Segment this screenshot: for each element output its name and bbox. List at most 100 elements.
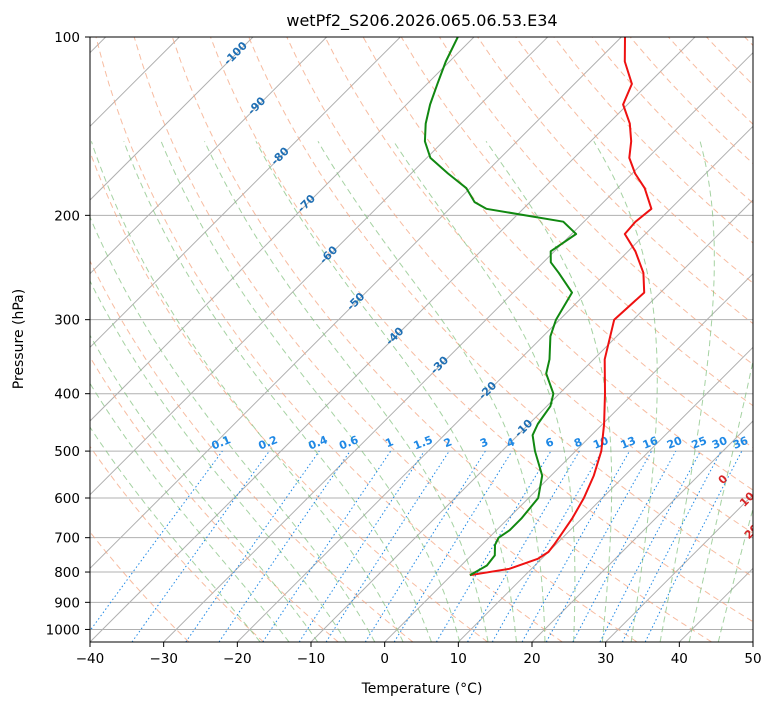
mixing-ratio-label: 13 — [619, 434, 638, 452]
isotherm-line — [385, 37, 775, 642]
mixing-ratio-label: 1.5 — [412, 433, 435, 452]
mixing-ratio-line — [299, 451, 424, 642]
y-tick-label: 1000 — [46, 622, 80, 638]
x-axis: −40 −30 −20 −10 0 10 20 30 40 50 — [76, 642, 762, 667]
dry-adiabat-label: -30 — [428, 353, 451, 376]
isotherm-line — [16, 37, 621, 642]
dry-adiabat-line — [96, 37, 562, 642]
dry-adiabat-line — [745, 37, 775, 642]
isotherm-line — [237, 37, 775, 642]
temperature-line — [470, 37, 652, 575]
isotherm-line — [164, 37, 769, 642]
y-axis-title: Pressure (hPa) — [11, 289, 27, 389]
y-tick-label: 200 — [54, 208, 80, 224]
dry-adiabat-label: -60 — [317, 243, 340, 266]
x-tick-label: −20 — [223, 651, 252, 667]
dry-adiabat-line — [58, 37, 488, 642]
dry-adiabat-label: -100 — [221, 39, 250, 68]
dry-adiabat-label: -80 — [269, 144, 292, 167]
dry-adiabat-label: -50 — [344, 290, 367, 313]
dry-adiabat-label: -90 — [245, 94, 268, 117]
y-tick-label: 900 — [54, 595, 80, 611]
y-tick-label: 700 — [54, 531, 80, 547]
dry-adiabat-label: -40 — [383, 324, 406, 347]
x-tick-label: 10 — [450, 651, 467, 667]
moist-adiabat-label: 30 — [751, 557, 771, 577]
y-axis: 1000 900 800 700 600 500 400 300 200 100 — [46, 30, 90, 638]
mixing-ratio-line — [573, 451, 676, 642]
mixing-ratio-label: 0.2 — [257, 433, 280, 452]
x-tick-label: 20 — [523, 651, 540, 667]
dry-adiabat-line — [0, 37, 264, 642]
moist-adiabat-line — [0, 141, 289, 642]
moist-adiabat-line — [318, 141, 545, 642]
mixing-ratio-line — [600, 451, 701, 642]
mixing-ratio-line — [219, 451, 350, 642]
moist-adiabat-line — [594, 141, 658, 642]
moist-adiabat-label: 20 — [742, 521, 762, 541]
moist-adiabat-line — [91, 141, 403, 642]
mixing-ratio-line — [263, 451, 391, 642]
mixing-ratio-label: 8 — [572, 435, 584, 450]
moist-adiabat-line — [718, 141, 775, 642]
dry-adiabat-label: -70 — [295, 192, 318, 215]
x-tick-label: −30 — [149, 651, 178, 667]
y-tick-label: 300 — [54, 313, 80, 329]
mixing-ratio-label: 0.1 — [210, 433, 233, 452]
dry-adiabat-line — [0, 37, 338, 642]
isotherm-line — [532, 37, 775, 642]
dry-adiabat-line — [0, 37, 189, 642]
moist-adiabat-line — [124, 141, 432, 642]
isotherm-line — [753, 37, 775, 642]
moist-adiabat-label: 40 — [759, 585, 775, 605]
isotherm-line — [679, 37, 775, 642]
dewpoint-line — [425, 37, 576, 575]
chart-title: wetPf2_S206.2026.065.06.53.E34 — [286, 11, 557, 31]
x-tick-label: 50 — [744, 651, 761, 667]
dry-adiabat-label: -20 — [476, 379, 499, 402]
x-tick-label: 40 — [671, 651, 688, 667]
mixing-ratio-label: 16 — [641, 434, 660, 452]
isotherm-line — [0, 37, 400, 642]
x-tick-label: 0 — [380, 651, 389, 667]
mixing-ratio-line — [326, 451, 449, 642]
y-tick-label: 500 — [54, 444, 80, 460]
isotherm-line — [0, 37, 327, 642]
isotherm-line — [0, 37, 474, 642]
isotherm-line — [0, 37, 253, 642]
moist-adiabat-line — [63, 141, 375, 642]
moist-adiabat-line — [205, 141, 489, 642]
mixing-ratio-line — [436, 451, 551, 642]
y-tick-label: 400 — [54, 387, 80, 403]
y-tick-label: 100 — [54, 30, 80, 46]
mixing-ratio-label: 36 — [731, 434, 750, 452]
x-axis-title: Temperature (°C) — [361, 681, 483, 697]
mixing-ratio-label: 20 — [665, 434, 684, 452]
mixing-ratio-label: 6 — [544, 435, 556, 450]
dry-adiabat-line — [478, 37, 775, 642]
moist-adiabat-label: 0 — [716, 472, 731, 487]
mixing-ratio-label: 3 — [478, 435, 490, 450]
dry-adiabat-line — [592, 37, 775, 642]
dry-adiabat-line — [707, 37, 775, 642]
mixing-ratio-label: 1 — [383, 435, 395, 450]
x-tick-label: −40 — [76, 651, 105, 667]
x-tick-label: −10 — [297, 651, 326, 667]
isotherm-line — [311, 37, 775, 642]
moist-adiabat-line — [161, 141, 460, 642]
dry-adiabat-line — [668, 37, 775, 642]
moist-adiabat-line — [689, 141, 775, 642]
mixing-ratio-label: 0.4 — [307, 433, 330, 452]
isotherm-line — [458, 37, 775, 642]
mixing-ratio-line — [546, 451, 651, 642]
mixing-ratio-line — [82, 451, 223, 642]
mixing-ratio-label: 0.6 — [337, 433, 360, 452]
mixing-ratio-label: 30 — [710, 434, 729, 452]
dry-adiabat-line — [20, 37, 413, 642]
mixing-ratio-label: 2 — [442, 435, 454, 450]
x-tick-label: 30 — [597, 651, 614, 667]
y-tick-label: 800 — [54, 565, 80, 581]
y-tick-label: 600 — [54, 491, 80, 507]
